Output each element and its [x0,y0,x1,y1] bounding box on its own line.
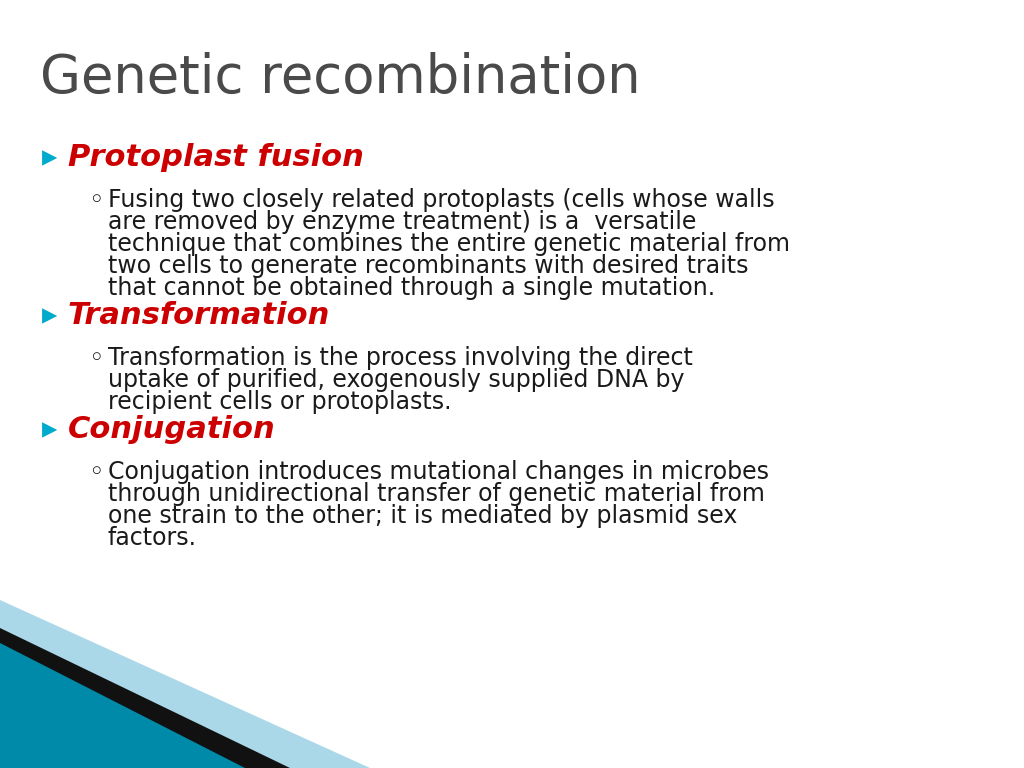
Text: Fusing two closely related protoplasts (cells whose walls: Fusing two closely related protoplasts (… [108,188,774,212]
Polygon shape [0,600,370,768]
Text: ◦: ◦ [88,188,103,214]
Text: Conjugation: Conjugation [68,415,275,445]
Text: uptake of purified, exogenously supplied DNA by: uptake of purified, exogenously supplied… [108,368,684,392]
Polygon shape [0,628,290,768]
Text: recipient cells or protoplasts.: recipient cells or protoplasts. [108,390,452,414]
Text: Transformation is the process involving the direct: Transformation is the process involving … [108,346,693,370]
Text: two cells to generate recombinants with desired traits: two cells to generate recombinants with … [108,254,749,278]
Text: Conjugation introduces mutational changes in microbes: Conjugation introduces mutational change… [108,460,769,484]
Text: one strain to the other; it is mediated by plasmid sex: one strain to the other; it is mediated … [108,504,737,528]
Text: ◦: ◦ [88,346,103,372]
Text: are removed by enzyme treatment) is a  versatile: are removed by enzyme treatment) is a ve… [108,210,696,234]
Text: ▸: ▸ [42,302,57,330]
Text: ▸: ▸ [42,144,57,173]
Text: that cannot be obtained through a single mutation.: that cannot be obtained through a single… [108,276,715,300]
Text: factors.: factors. [108,526,197,550]
Text: ◦: ◦ [88,460,103,486]
Text: technique that combines the entire genetic material from: technique that combines the entire genet… [108,232,790,256]
Polygon shape [0,643,245,768]
Text: Transformation: Transformation [68,302,331,330]
Text: through unidirectional transfer of genetic material from: through unidirectional transfer of genet… [108,482,765,506]
Text: Genetic recombination: Genetic recombination [40,52,641,104]
Text: ▸: ▸ [42,415,57,445]
Text: Protoplast fusion: Protoplast fusion [68,144,364,173]
